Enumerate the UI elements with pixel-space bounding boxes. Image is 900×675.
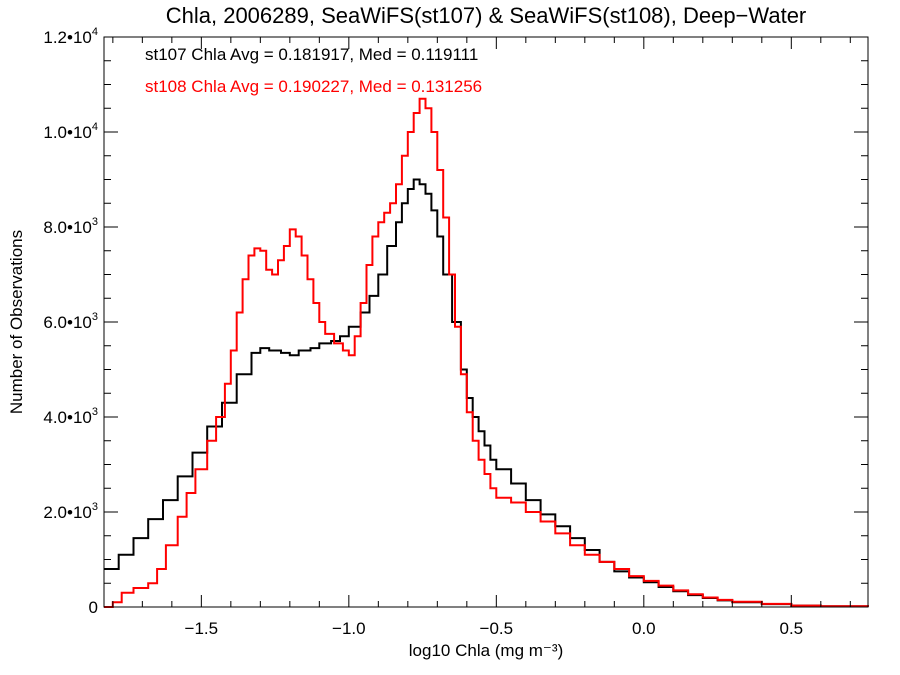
series-1-line [104, 97, 869, 608]
x-tick-label: −1.5 [185, 619, 219, 638]
y-tick-label: 8.0•103 [43, 216, 98, 237]
x-tick-label: −0.5 [480, 619, 514, 638]
x-axis-label: log10 Chla (mg m⁻³) [409, 641, 563, 660]
x-tick-label: 0.0 [632, 619, 656, 638]
y-tick-label: 1.0•104 [43, 121, 98, 142]
y-tick-label: 0 [89, 598, 98, 617]
x-tick-label: 0.5 [779, 619, 803, 638]
series-layer [104, 97, 869, 608]
y-tick-label: 2.0•103 [43, 501, 98, 522]
chart-title: Chla, 2006289, SeaWiFS(st107) & SeaWiFS(… [166, 3, 807, 28]
x-tick-label: −1.0 [332, 619, 366, 638]
ticks-layer: −1.5 −1.0 −0.5 0.0 0.5 0 2.0•103 4.0•103 6.0•103… [43, 26, 868, 638]
plot-frame [103, 36, 869, 608]
annotation-st108: st108 Chla Avg = 0.190227, Med = 0.13125… [145, 77, 482, 96]
y-tick-label: 4.0•103 [43, 406, 98, 427]
y-tick-label: 6.0•103 [43, 311, 98, 332]
y-axis-label: Number of Observations [7, 230, 26, 414]
y-tick-label: 1.2•104 [43, 26, 98, 47]
series-0-line [104, 178, 869, 608]
annotation-st107: st107 Chla Avg = 0.181917, Med = 0.11911… [145, 45, 478, 64]
